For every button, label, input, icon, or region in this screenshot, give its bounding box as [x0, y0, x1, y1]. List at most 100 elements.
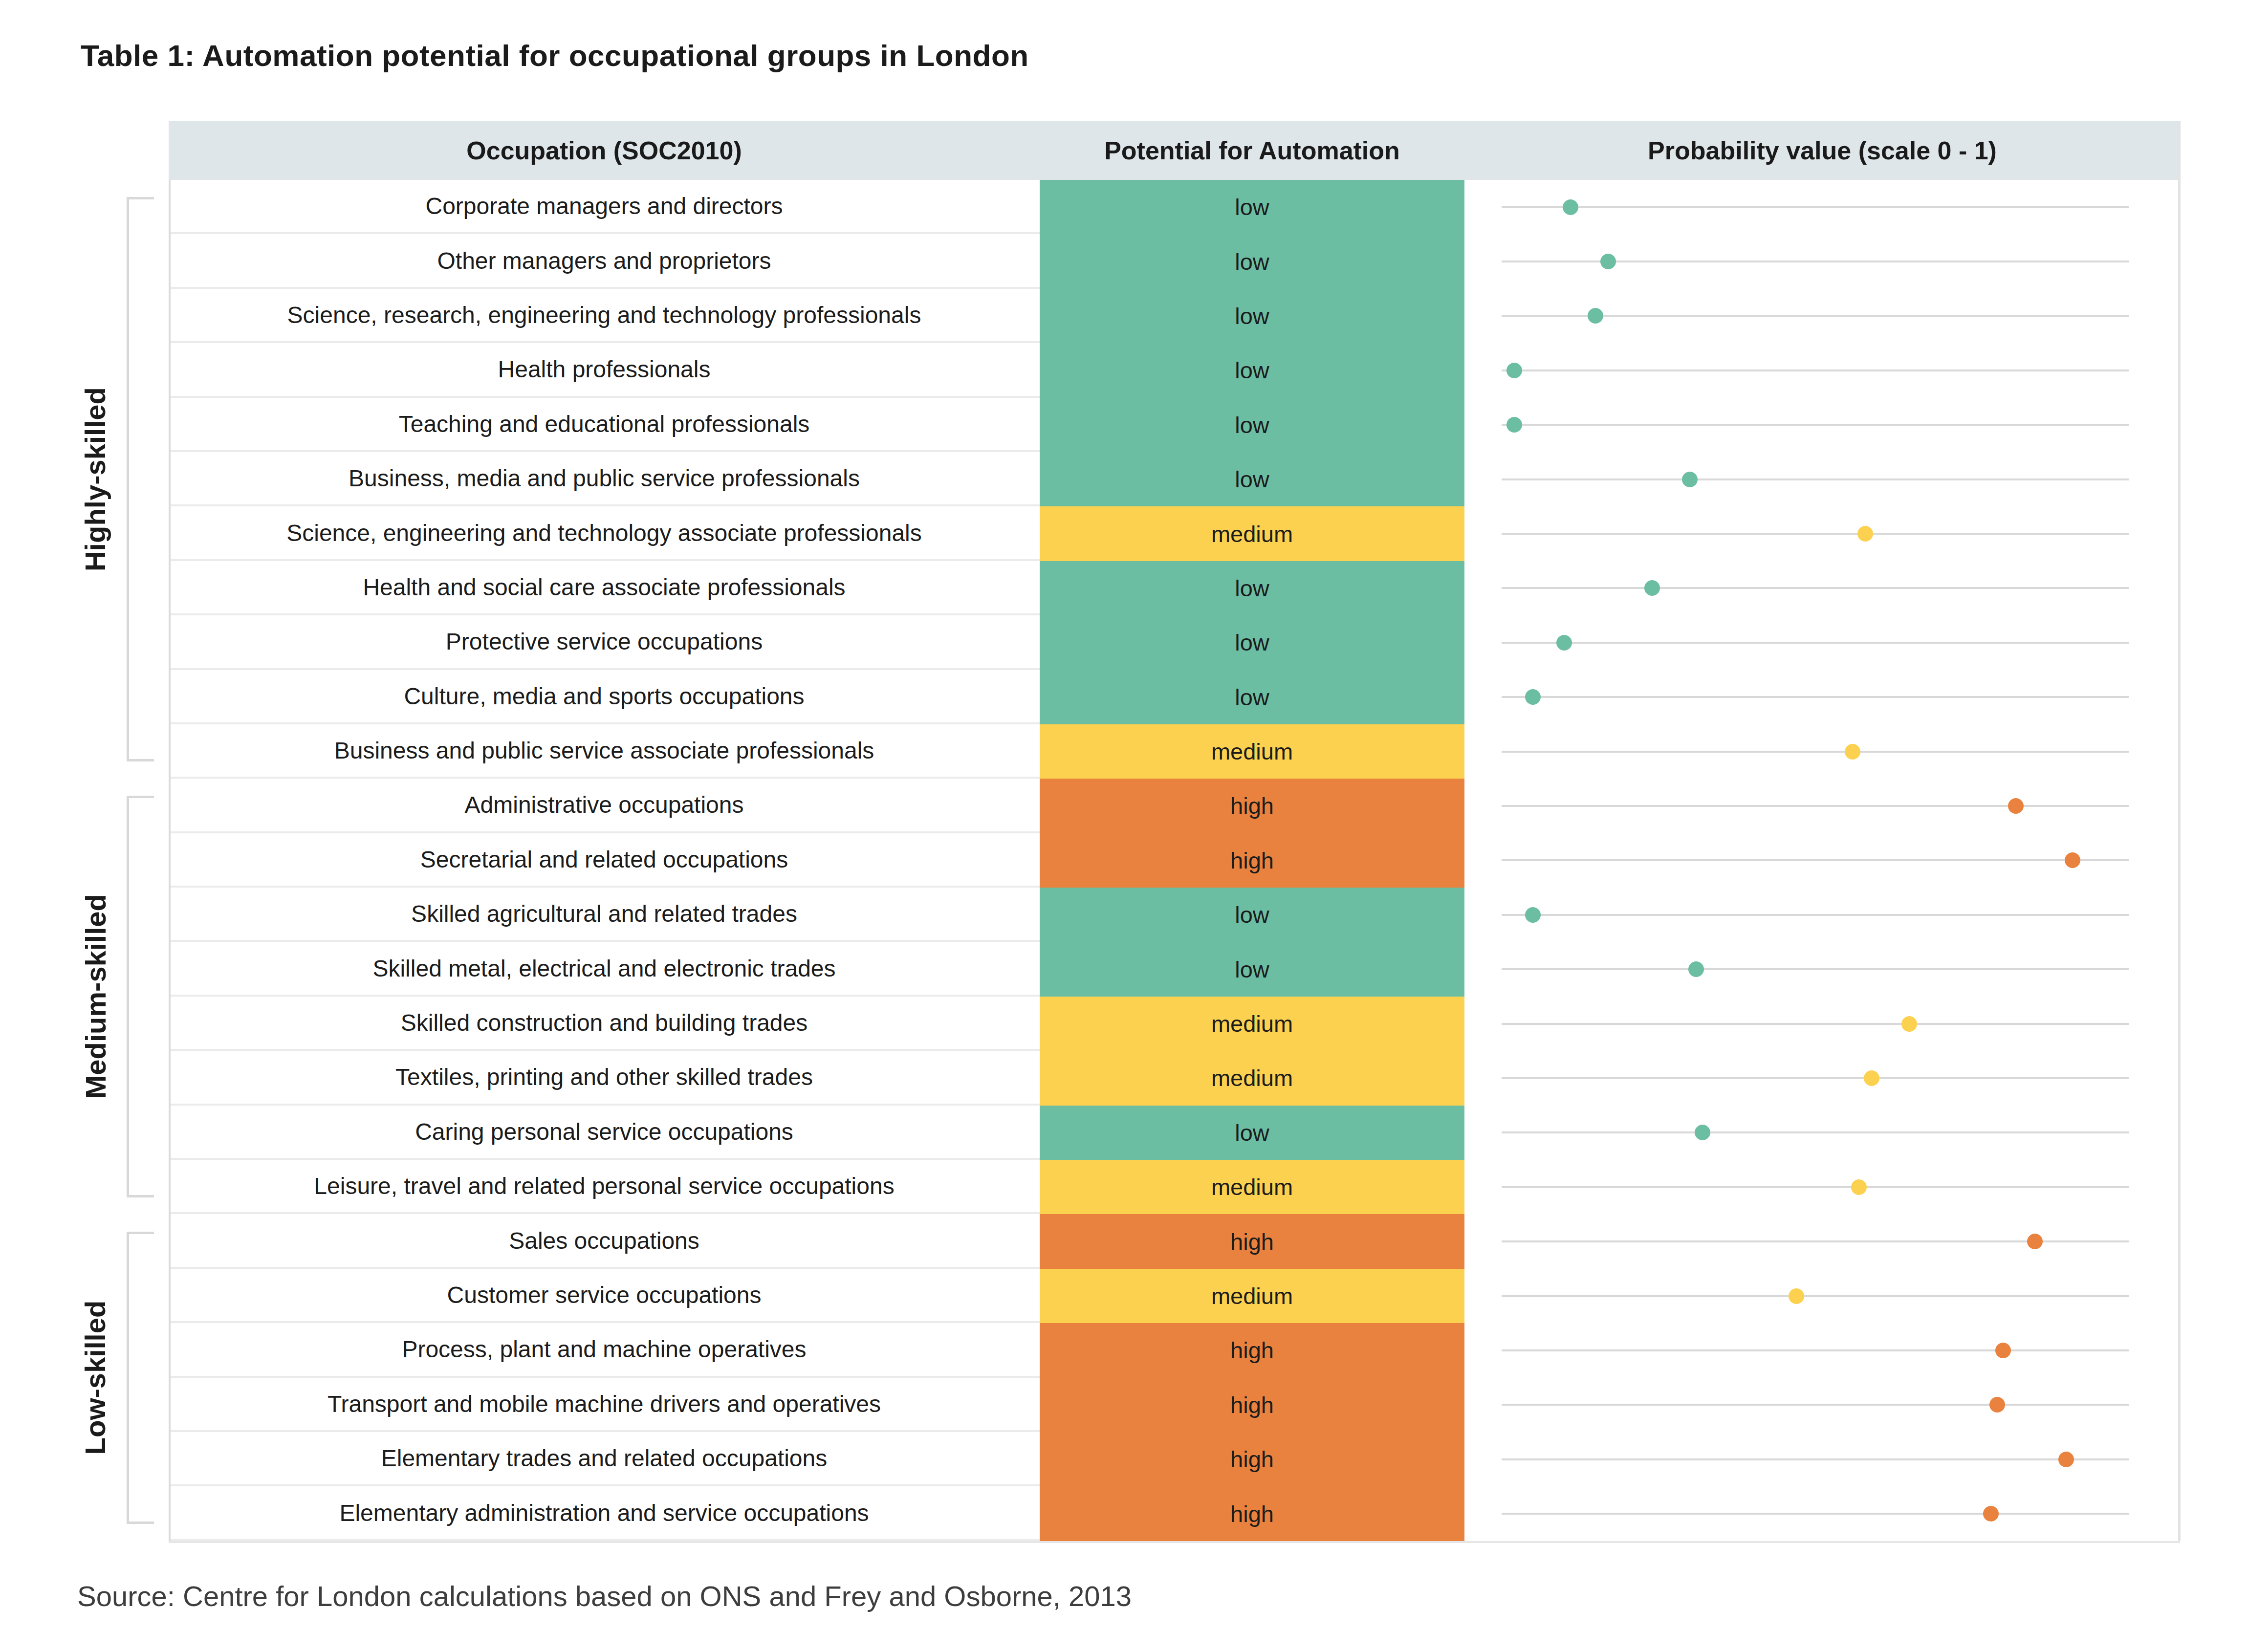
probability-cell [1464, 180, 2180, 234]
probability-scale-line [1502, 805, 2129, 807]
potential-cell: low [1040, 234, 1464, 288]
occupation-cell: Science, engineering and technology asso… [169, 506, 1040, 561]
occupation-cell: Other managers and proprietors [169, 234, 1040, 288]
occupation-cell: Customer service occupations [169, 1269, 1040, 1323]
probability-scale-line [1502, 1513, 2129, 1515]
probability-cell [1464, 997, 2180, 1051]
probability-scale-line [1502, 370, 2129, 371]
occupation-cell: Process, plant and machine operatives [169, 1323, 1040, 1377]
probability-scale-line [1502, 478, 2129, 480]
group-bracket [127, 197, 154, 761]
potential-cell: low [1040, 888, 1464, 942]
probability-scale-line [1502, 1023, 2129, 1025]
probability-cell [1464, 779, 2180, 833]
probability-scale-line [1502, 1186, 2129, 1188]
potential-cell: medium [1040, 1269, 1464, 1323]
potential-cell: high [1040, 1432, 1464, 1486]
table-row: Secretarial and related occupationshigh [169, 833, 2180, 888]
table-row: Teaching and educational professionalslo… [169, 398, 2180, 452]
probability-dot [2008, 798, 2024, 814]
probability-cell [1464, 561, 2180, 615]
occupation-cell: Leisure, travel and related personal ser… [169, 1160, 1040, 1214]
probability-cell [1464, 1323, 2180, 1377]
probability-scale-line [1502, 751, 2129, 753]
probability-dot [1901, 1016, 1917, 1032]
table-row: Corporate managers and directorslow [169, 180, 2180, 234]
occupation-cell: Health and social care associate profess… [169, 561, 1040, 615]
probability-dot [2027, 1234, 2043, 1249]
table-bottom-border [169, 1541, 2180, 1543]
group-bracket [127, 796, 154, 1197]
potential-cell: low [1040, 942, 1464, 996]
probability-cell [1464, 724, 2180, 779]
probability-scale-line [1502, 696, 2129, 698]
group-bracket [127, 1232, 154, 1524]
probability-scale-line [1502, 642, 2129, 644]
potential-cell: low [1040, 289, 1464, 343]
column-header-occupation: Occupation (SOC2010) [169, 136, 1040, 165]
potential-cell: low [1040, 180, 1464, 234]
probability-dot [1506, 363, 1522, 378]
occupation-cell: Elementary trades and related occupation… [169, 1432, 1040, 1486]
occupation-cell: Protective service occupations [169, 615, 1040, 670]
potential-cell: medium [1040, 724, 1464, 779]
probability-dot [1995, 1343, 2011, 1358]
probability-dot [1857, 526, 1873, 542]
group-label-text: Highly-skilled [79, 387, 112, 571]
probability-cell [1464, 1106, 2180, 1160]
probability-cell [1464, 833, 2180, 888]
probability-dot [1983, 1506, 1999, 1522]
probability-dot [1688, 961, 1704, 977]
probability-scale-line [1502, 1131, 2129, 1133]
table-row: Business and public service associate pr… [169, 724, 2180, 779]
probability-scale-line [1502, 424, 2129, 426]
table-row: Business, media and public service profe… [169, 452, 2180, 506]
table-row: Leisure, travel and related personal ser… [169, 1160, 2180, 1214]
probability-scale-line [1502, 914, 2129, 916]
potential-cell: medium [1040, 1160, 1464, 1214]
occupation-cell: Textiles, printing and other skilled tra… [169, 1051, 1040, 1105]
probability-cell [1464, 398, 2180, 452]
table-row: Sales occupationshigh [169, 1214, 2180, 1268]
column-header-probability: Probability value (scale 0 - 1) [1464, 136, 2180, 165]
probability-scale-line [1502, 587, 2129, 589]
table-row: Culture, media and sports occupationslow [169, 670, 2180, 724]
occupation-cell: Business and public service associate pr… [169, 724, 1040, 779]
potential-cell: high [1040, 1323, 1464, 1377]
potential-cell: high [1040, 1486, 1464, 1541]
probability-scale-line [1502, 533, 2129, 535]
probability-dot [1525, 689, 1541, 705]
table-row: Other managers and proprietorslow [169, 234, 2180, 288]
potential-cell: medium [1040, 997, 1464, 1051]
potential-cell: low [1040, 670, 1464, 724]
potential-cell: high [1040, 1214, 1464, 1268]
probability-cell [1464, 1214, 2180, 1268]
group-label-text: Low-skilled [79, 1301, 112, 1455]
probability-dot [1851, 1179, 1867, 1195]
table-row: Skilled agricultural and related tradesl… [169, 888, 2180, 942]
probability-scale-line [1502, 315, 2129, 317]
table-row: Skilled metal, electrical and electronic… [169, 942, 2180, 996]
group-label-text: Medium-skilled [79, 894, 112, 1099]
probability-dot [1845, 744, 1860, 760]
probability-cell [1464, 615, 2180, 670]
column-header-potential: Potential for Automation [1040, 136, 1464, 165]
occupation-cell: Science, research, engineering and techn… [169, 289, 1040, 343]
table-right-border [2178, 121, 2181, 1541]
probability-dot [1864, 1070, 1879, 1086]
table-row: Process, plant and machine operativeshig… [169, 1323, 2180, 1377]
probability-scale-line [1502, 206, 2129, 208]
probability-cell [1464, 452, 2180, 506]
probability-scale-line [1502, 1240, 2129, 1242]
probability-dot [2058, 1452, 2074, 1467]
probability-cell [1464, 1378, 2180, 1432]
potential-cell: low [1040, 398, 1464, 452]
occupation-cell: Health professionals [169, 343, 1040, 397]
occupation-cell: Skilled construction and building trades [169, 997, 1040, 1051]
probability-scale-line [1502, 1404, 2129, 1406]
potential-cell: high [1040, 833, 1464, 888]
occupation-cell: Skilled metal, electrical and electronic… [169, 942, 1040, 996]
table-row: Science, research, engineering and techn… [169, 289, 2180, 343]
probability-cell [1464, 1432, 2180, 1486]
probability-dot [2065, 852, 2080, 868]
